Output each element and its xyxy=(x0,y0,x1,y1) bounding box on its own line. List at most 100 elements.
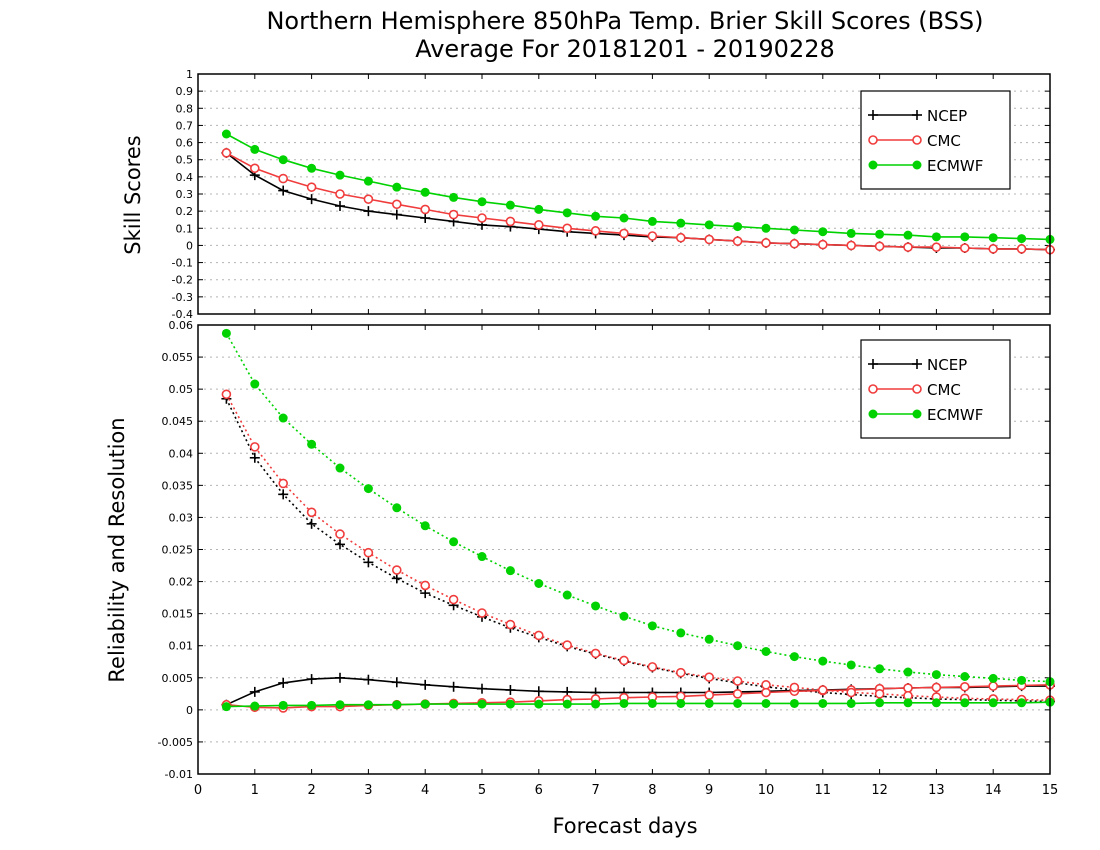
data-point-cmc xyxy=(761,687,771,698)
x-axis-label: Forecast days xyxy=(552,814,697,838)
bottom-y-axis-label: Reliability and Resolution xyxy=(105,417,129,682)
series-line-ecmwf-solid xyxy=(226,133,1051,241)
data-point-cmc xyxy=(221,389,232,400)
data-point-ecmwf xyxy=(931,232,941,242)
legend: NCEP CMC ECMWF xyxy=(860,339,1011,439)
x-tick-label: 8 xyxy=(648,783,656,798)
data-point-cmc xyxy=(590,226,601,236)
data-point-ncep xyxy=(306,674,317,685)
data-point-ncep xyxy=(391,677,402,688)
series-line-cmc-dotted xyxy=(225,393,1051,701)
data-point-ecmwf xyxy=(846,228,856,238)
data-point-ecmwf xyxy=(307,439,317,449)
data-point-cmc xyxy=(306,182,317,192)
data-point-ecmwf xyxy=(704,220,714,230)
data-point-ecmwf xyxy=(562,208,572,218)
data-point-ecmwf xyxy=(392,503,402,513)
data-point-cmc xyxy=(363,547,374,558)
x-tick-label: 15 xyxy=(1042,783,1059,798)
data-point-ecmwf xyxy=(988,233,998,243)
data-point-ecmwf xyxy=(818,227,828,237)
y-tick-label: -0.3 xyxy=(172,291,193,304)
y-tick-label: 0.04 xyxy=(169,447,194,460)
legend-label-ncep: NCEP xyxy=(927,356,967,374)
y-tick-label: -0.01 xyxy=(165,768,193,781)
data-point-ecmwf xyxy=(477,197,487,207)
data-point-ecmwf xyxy=(420,699,430,709)
data-point-cmc xyxy=(761,238,771,248)
data-point-ecmwf xyxy=(278,413,288,423)
data-point-cmc xyxy=(250,163,260,174)
data-point-cmc xyxy=(675,667,686,678)
data-point-cmc xyxy=(988,244,999,254)
data-point-cmc xyxy=(874,241,885,252)
data-point-cmc xyxy=(278,173,289,184)
y-tick-label: 0.025 xyxy=(162,544,194,557)
y-tick-label: 0.9 xyxy=(176,85,194,98)
data-point-cmc xyxy=(817,239,828,250)
y-tick-label: 0.02 xyxy=(169,576,194,589)
y-tick-label: -0.4 xyxy=(172,308,193,321)
x-tick-label: 4 xyxy=(421,783,429,798)
data-point-cmc xyxy=(903,242,913,252)
data-point-ecmwf xyxy=(846,698,856,708)
plot-frame xyxy=(197,73,1051,315)
series-line-ncep-solid xyxy=(226,676,1050,706)
data-point-ecmwf xyxy=(619,213,629,223)
x-tick-label: 6 xyxy=(535,783,543,798)
data-point-ecmwf xyxy=(676,698,686,708)
data-point-ncep xyxy=(448,681,459,692)
data-point-ncep xyxy=(533,686,544,697)
y-tick-label: 0.4 xyxy=(176,171,194,184)
data-point-ncep xyxy=(306,194,317,205)
data-point-ecmwf xyxy=(733,698,743,708)
data-point-cmc xyxy=(704,234,715,245)
data-point-ecmwf xyxy=(818,656,828,666)
legend-label-cmc: CMC xyxy=(927,381,961,399)
series-line-ncep-dotted xyxy=(225,398,1051,703)
data-point-ncep xyxy=(420,213,431,223)
y-tick-label: 0.045 xyxy=(162,415,194,428)
data-point-ecmwf xyxy=(221,702,231,712)
data-point-ecmwf xyxy=(988,698,998,708)
data-point-ecmwf xyxy=(960,232,970,242)
data-point-cmc xyxy=(448,594,459,605)
y-tick-label: 0 xyxy=(186,239,193,252)
y-tick-label: 0 xyxy=(186,704,193,717)
data-point-ecmwf xyxy=(221,129,231,139)
data-point-ecmwf xyxy=(903,667,913,677)
data-point-cmc xyxy=(732,236,743,246)
data-point-cmc xyxy=(590,648,601,659)
data-point-ecmwf xyxy=(449,699,459,709)
y-tick-label: 0.2 xyxy=(176,205,194,218)
data-point-ecmwf xyxy=(789,698,799,708)
y-tick-label: 1 xyxy=(186,68,193,81)
data-point-cmc xyxy=(306,507,317,518)
data-point-cmc xyxy=(335,189,345,199)
data-point-ncep xyxy=(505,684,516,695)
legend-marker-ncep xyxy=(868,110,878,120)
data-point-ecmwf xyxy=(647,698,657,708)
data-point-ecmwf xyxy=(789,225,799,235)
data-point-ecmwf xyxy=(449,192,459,202)
data-point-cmc xyxy=(988,681,999,691)
data-point-ecmwf xyxy=(477,699,487,709)
data-point-cmc xyxy=(704,690,715,700)
data-point-ecmwf xyxy=(647,621,657,631)
data-point-ecmwf xyxy=(903,698,913,708)
data-point-ecmwf xyxy=(562,699,572,709)
data-point-ecmwf xyxy=(619,611,629,621)
data-point-ecmwf xyxy=(676,628,686,638)
data-point-ecmwf xyxy=(420,187,430,197)
data-point-ecmwf xyxy=(789,652,799,662)
data-point-ncep xyxy=(249,686,260,697)
data-point-cmc xyxy=(533,220,544,230)
data-point-ecmwf xyxy=(562,590,572,600)
y-tick-label: 0.8 xyxy=(176,102,194,115)
data-point-ncep xyxy=(278,677,289,688)
data-point-ecmwf xyxy=(761,223,771,233)
data-point-ecmwf xyxy=(477,552,487,562)
data-point-cmc xyxy=(278,478,289,489)
data-point-cmc xyxy=(761,680,771,690)
data-point-ecmwf xyxy=(221,328,231,338)
